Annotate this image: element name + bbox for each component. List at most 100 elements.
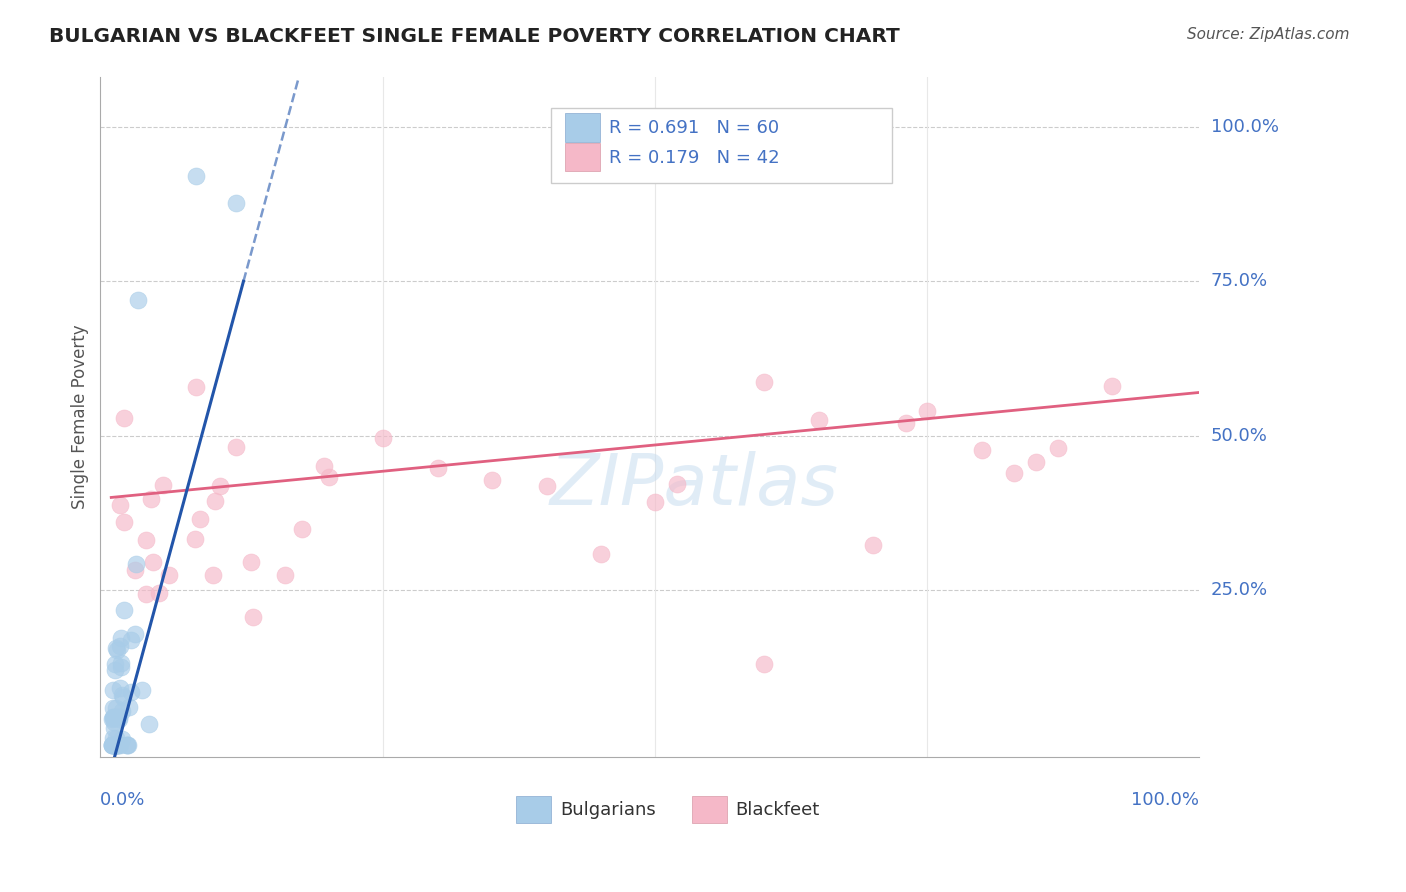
Point [104, 738, 127, 752]
Point [108, 681, 131, 695]
Point [157, 568, 180, 582]
Point [536, 479, 558, 493]
Text: Source: ZipAtlas.com: Source: ZipAtlas.com [1187, 27, 1350, 42]
Point [115, 738, 138, 752]
Point [101, 710, 124, 724]
Text: 50.0%: 50.0% [1211, 426, 1267, 445]
Point [807, 413, 830, 427]
Point [115, 738, 138, 752]
Point [112, 516, 135, 530]
Point [110, 738, 132, 752]
Point [917, 404, 939, 418]
Point [1002, 466, 1025, 480]
Text: Bulgarians: Bulgarians [560, 801, 655, 819]
Point [117, 738, 139, 752]
Point [112, 690, 135, 705]
Point [209, 479, 232, 493]
Point [101, 738, 124, 752]
Point [135, 587, 157, 601]
Point [103, 738, 125, 752]
FancyBboxPatch shape [565, 143, 600, 171]
Point [111, 688, 134, 702]
Point [101, 738, 124, 752]
Point [103, 721, 125, 735]
Text: ZIPatlas: ZIPatlas [550, 450, 838, 519]
Text: 25.0%: 25.0% [1211, 581, 1268, 599]
Point [312, 458, 335, 473]
Y-axis label: Single Female Poverty: Single Female Poverty [72, 325, 89, 509]
Point [105, 731, 128, 746]
FancyBboxPatch shape [551, 108, 891, 183]
Point [148, 586, 170, 600]
Point [1025, 455, 1047, 469]
Point [110, 656, 132, 670]
Point [135, 533, 157, 547]
Point [862, 538, 884, 552]
Point [103, 710, 125, 724]
Text: R = 0.179   N = 42: R = 0.179 N = 42 [609, 149, 780, 167]
Point [101, 738, 124, 752]
Point [666, 476, 689, 491]
Point [104, 738, 127, 752]
Point [103, 710, 125, 724]
Point [184, 532, 207, 546]
Point [101, 683, 124, 698]
Point [111, 704, 134, 718]
Point [318, 469, 340, 483]
Point [242, 610, 264, 624]
Point [112, 603, 135, 617]
Point [103, 715, 125, 730]
Point [103, 738, 125, 752]
FancyBboxPatch shape [692, 797, 727, 822]
Point [105, 738, 128, 752]
Point [111, 731, 134, 746]
Point [426, 460, 449, 475]
Point [101, 738, 124, 752]
FancyBboxPatch shape [516, 797, 551, 822]
Point [107, 738, 129, 752]
Point [101, 738, 124, 752]
Point [105, 738, 128, 752]
Point [118, 700, 141, 714]
Point [204, 493, 226, 508]
FancyBboxPatch shape [565, 113, 600, 142]
Point [104, 657, 127, 672]
Point [274, 568, 297, 582]
Point [202, 568, 225, 582]
Point [894, 417, 917, 431]
Point [225, 440, 247, 454]
Point [184, 380, 207, 394]
Point [108, 498, 131, 512]
Point [152, 478, 174, 492]
Point [644, 495, 666, 509]
Point [752, 657, 775, 672]
Point [108, 639, 131, 653]
Point [107, 712, 129, 726]
Point [120, 684, 142, 698]
Point [225, 195, 247, 210]
Point [101, 712, 124, 726]
Point [104, 640, 127, 655]
Point [131, 683, 153, 698]
Point [127, 293, 149, 307]
Point [141, 555, 163, 569]
Point [112, 411, 135, 425]
Point [1046, 441, 1069, 455]
Point [124, 563, 146, 577]
Point [103, 701, 125, 715]
Text: R = 0.691   N = 60: R = 0.691 N = 60 [609, 120, 779, 137]
Point [290, 522, 312, 536]
Text: BULGARIAN VS BLACKFEET SINGLE FEMALE POVERTY CORRELATION CHART: BULGARIAN VS BLACKFEET SINGLE FEMALE POV… [49, 27, 900, 45]
Point [752, 375, 775, 389]
Point [481, 473, 503, 487]
Point [104, 738, 127, 752]
Point [110, 660, 132, 674]
Point [589, 547, 612, 561]
Point [141, 492, 163, 507]
Text: 75.0%: 75.0% [1211, 272, 1268, 290]
Point [240, 555, 263, 569]
Point [125, 557, 148, 571]
Point [103, 731, 125, 746]
Text: 100.0%: 100.0% [1211, 118, 1278, 136]
Point [108, 709, 131, 723]
